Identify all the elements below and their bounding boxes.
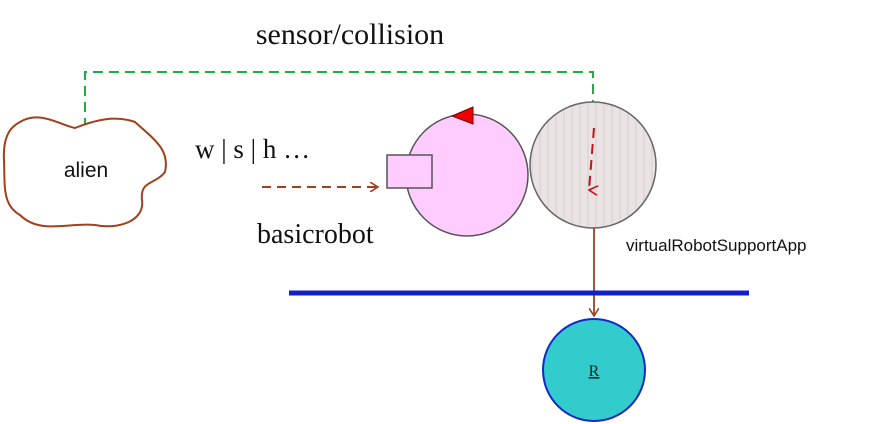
sensor-collision-label: sensor/collision xyxy=(256,18,444,51)
robot-label: R xyxy=(589,363,600,380)
basicrobot-label: basicrobot xyxy=(257,219,374,250)
alien-label: alien xyxy=(64,159,108,182)
support-app-label: virtualRobotSupportApp xyxy=(626,236,807,255)
internal-arrow xyxy=(589,127,594,190)
basicrobot-input-port xyxy=(386,154,433,189)
sensor-feedback-arrow xyxy=(85,71,594,130)
commands-label: w | s | h … xyxy=(195,134,310,164)
red-marker-icon xyxy=(450,106,474,125)
support-app-node xyxy=(529,101,657,229)
alien-shape xyxy=(2,116,167,228)
robot-node xyxy=(542,318,646,422)
